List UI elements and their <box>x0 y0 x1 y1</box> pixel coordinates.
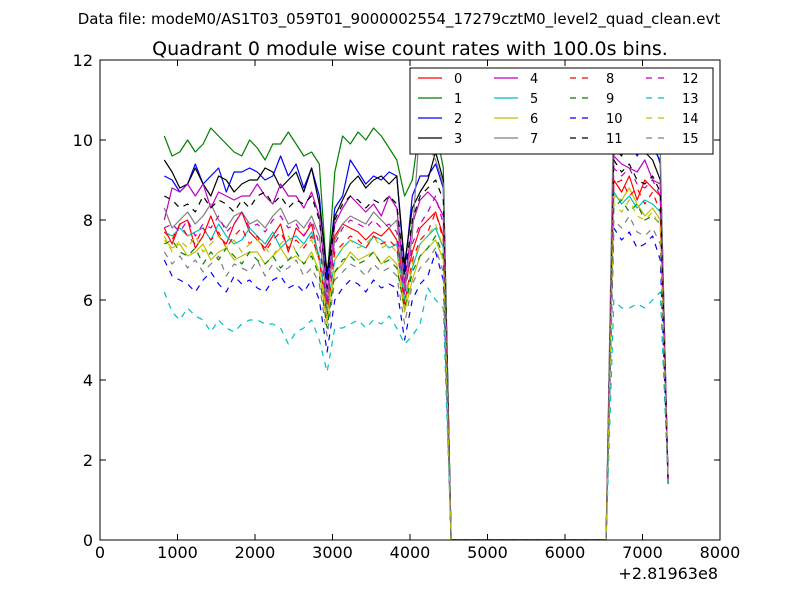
x-tick-label: 7000 <box>622 543 663 562</box>
plot-frame <box>99 59 721 541</box>
legend-label-0: 0 <box>454 72 462 87</box>
x-tick-label: 1000 <box>157 543 198 562</box>
legend-label-3: 3 <box>454 132 462 147</box>
legend-label-14: 14 <box>682 112 699 127</box>
legend-label-9: 9 <box>606 92 614 107</box>
series-line-0 <box>163 175 669 540</box>
suptitle: Data file: modeM0/AS1T03_059T01_90000025… <box>78 10 721 29</box>
x-tick-label: 5000 <box>467 543 508 562</box>
series-line-10 <box>163 227 669 540</box>
legend-label-12: 12 <box>682 72 699 87</box>
legend-box <box>409 67 714 155</box>
axis-ticks: 0 1000 2000 3000 4000 5000 6000 7000 80000246810… <box>73 51 741 562</box>
legend-label-7: 7 <box>530 132 538 147</box>
x-tick-label: 3000 <box>312 543 353 562</box>
legend-label-6: 6 <box>530 112 538 127</box>
x-tick-label: 0 <box>95 543 105 562</box>
series-line-12 <box>164 167 669 540</box>
legend-label-8: 8 <box>606 72 614 87</box>
x-tick-label: 6000 <box>545 543 586 562</box>
legend-label-2: 2 <box>454 112 462 127</box>
y-tick-label: 10 <box>73 131 93 150</box>
y-tick-label: 2 <box>83 451 93 470</box>
y-tick-label: 4 <box>83 371 93 390</box>
series-line-13 <box>163 287 669 540</box>
series-line-14 <box>163 199 669 540</box>
x-tick-label: 2000 <box>235 543 276 562</box>
y-tick-label: 0 <box>83 531 93 550</box>
legend-label-4: 4 <box>530 72 538 87</box>
series-line-9 <box>164 199 669 540</box>
chart-title: Quadrant 0 module wise count rates with … <box>152 38 668 60</box>
legend-label-11: 11 <box>606 132 623 147</box>
series-layer <box>163 87 669 540</box>
series-line-6 <box>163 187 669 540</box>
legend-label-10: 10 <box>606 112 623 127</box>
y-tick-label: 6 <box>83 291 93 310</box>
legend-label-1: 1 <box>454 92 462 107</box>
series-line-8 <box>163 179 669 540</box>
series-line-15 <box>163 215 669 540</box>
legend-label-13: 13 <box>682 92 699 107</box>
series-line-3 <box>163 131 669 540</box>
series-line-11 <box>164 159 669 540</box>
series-line-4 <box>163 155 669 540</box>
y-tick-label: 8 <box>83 211 93 230</box>
y-tick-label: 12 <box>73 51 93 70</box>
x-offset-label: +2.81963e8 <box>618 564 718 583</box>
legend-label-15: 15 <box>682 132 699 147</box>
series-line-5 <box>164 191 669 540</box>
x-tick-label: 8000 <box>700 543 741 562</box>
legend-label-5: 5 <box>530 92 538 107</box>
series-line-7 <box>163 87 669 540</box>
x-tick-label: 4000 <box>390 543 431 562</box>
